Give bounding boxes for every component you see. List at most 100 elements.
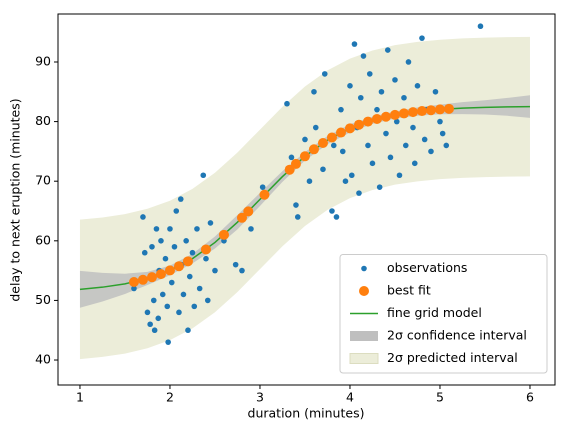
point — [239, 267, 245, 274]
point — [383, 130, 389, 137]
point — [140, 214, 146, 220]
point — [443, 142, 450, 149]
legend-label: best fit — [387, 283, 431, 298]
point — [410, 124, 416, 131]
point — [356, 190, 362, 196]
legend-marker — [349, 353, 379, 364]
point — [168, 279, 175, 286]
point — [330, 142, 337, 149]
point — [165, 339, 171, 345]
point — [186, 273, 193, 280]
point — [366, 71, 373, 77]
point — [259, 189, 270, 200]
legend-marker — [350, 331, 378, 341]
point — [194, 226, 200, 232]
point — [369, 160, 376, 167]
point — [183, 238, 189, 244]
legend-box — [339, 254, 548, 374]
legend-marker — [359, 286, 369, 296]
point — [147, 321, 153, 328]
point — [329, 208, 335, 214]
legend-marker — [361, 265, 367, 272]
point — [428, 148, 434, 155]
point — [164, 265, 175, 276]
point — [317, 137, 328, 148]
point — [434, 104, 445, 115]
point — [378, 88, 385, 95]
point — [333, 214, 340, 220]
point — [293, 202, 299, 208]
point — [284, 100, 290, 107]
point — [159, 291, 166, 298]
point — [185, 327, 191, 334]
x-tick-label: 6 — [526, 390, 534, 405]
point — [311, 88, 317, 95]
point — [376, 184, 383, 190]
point — [335, 127, 346, 138]
point — [131, 285, 137, 292]
point — [405, 59, 412, 65]
point — [149, 243, 155, 250]
point — [393, 118, 400, 125]
point — [362, 116, 373, 127]
point — [342, 178, 349, 185]
point — [200, 244, 211, 255]
point — [151, 327, 158, 334]
point — [402, 142, 409, 149]
point — [155, 269, 166, 280]
legend-label: 2σ predicted interval — [387, 350, 518, 365]
y-axis-label: delay to next eruption (minutes) — [8, 98, 23, 301]
point — [167, 226, 173, 232]
point — [348, 172, 355, 179]
point — [321, 71, 328, 77]
point — [248, 226, 254, 232]
point — [171, 243, 178, 250]
point — [299, 151, 310, 162]
x-tick-label: 5 — [436, 390, 444, 405]
y-tick-label: 60 — [35, 232, 51, 247]
legend-label: observations — [387, 260, 467, 275]
point — [243, 206, 254, 217]
point — [365, 142, 371, 149]
x-tick-label: 3 — [256, 390, 264, 405]
point — [396, 172, 403, 179]
point — [164, 303, 171, 310]
point — [141, 249, 148, 256]
point — [153, 226, 160, 232]
point — [155, 315, 162, 322]
point — [339, 148, 346, 155]
point — [218, 229, 229, 240]
point — [326, 132, 337, 143]
point — [411, 160, 418, 167]
point — [306, 178, 313, 185]
point — [180, 291, 187, 298]
point — [176, 309, 182, 316]
legend-label: 2σ confidence interval — [387, 328, 527, 343]
point — [384, 47, 391, 53]
point — [158, 238, 164, 244]
axes-frame — [57, 13, 556, 386]
point — [294, 214, 301, 220]
point — [432, 88, 439, 95]
plot-area — [79, 23, 530, 360]
point — [200, 172, 207, 179]
point — [312, 124, 319, 131]
point — [477, 23, 484, 30]
x-tick-label: 2 — [166, 390, 174, 405]
x-axis-label: duration (minutes) — [248, 406, 365, 421]
point — [191, 303, 198, 310]
point — [351, 41, 358, 47]
point — [128, 276, 139, 287]
point — [162, 255, 169, 262]
point — [236, 212, 247, 223]
point — [347, 83, 353, 89]
point — [284, 164, 295, 175]
point — [302, 136, 308, 143]
band — [79, 36, 530, 360]
point — [144, 309, 151, 316]
legend-label: fine grid model — [387, 305, 482, 320]
point — [401, 94, 407, 101]
point — [360, 53, 367, 59]
y-tick-label: 50 — [35, 292, 51, 307]
